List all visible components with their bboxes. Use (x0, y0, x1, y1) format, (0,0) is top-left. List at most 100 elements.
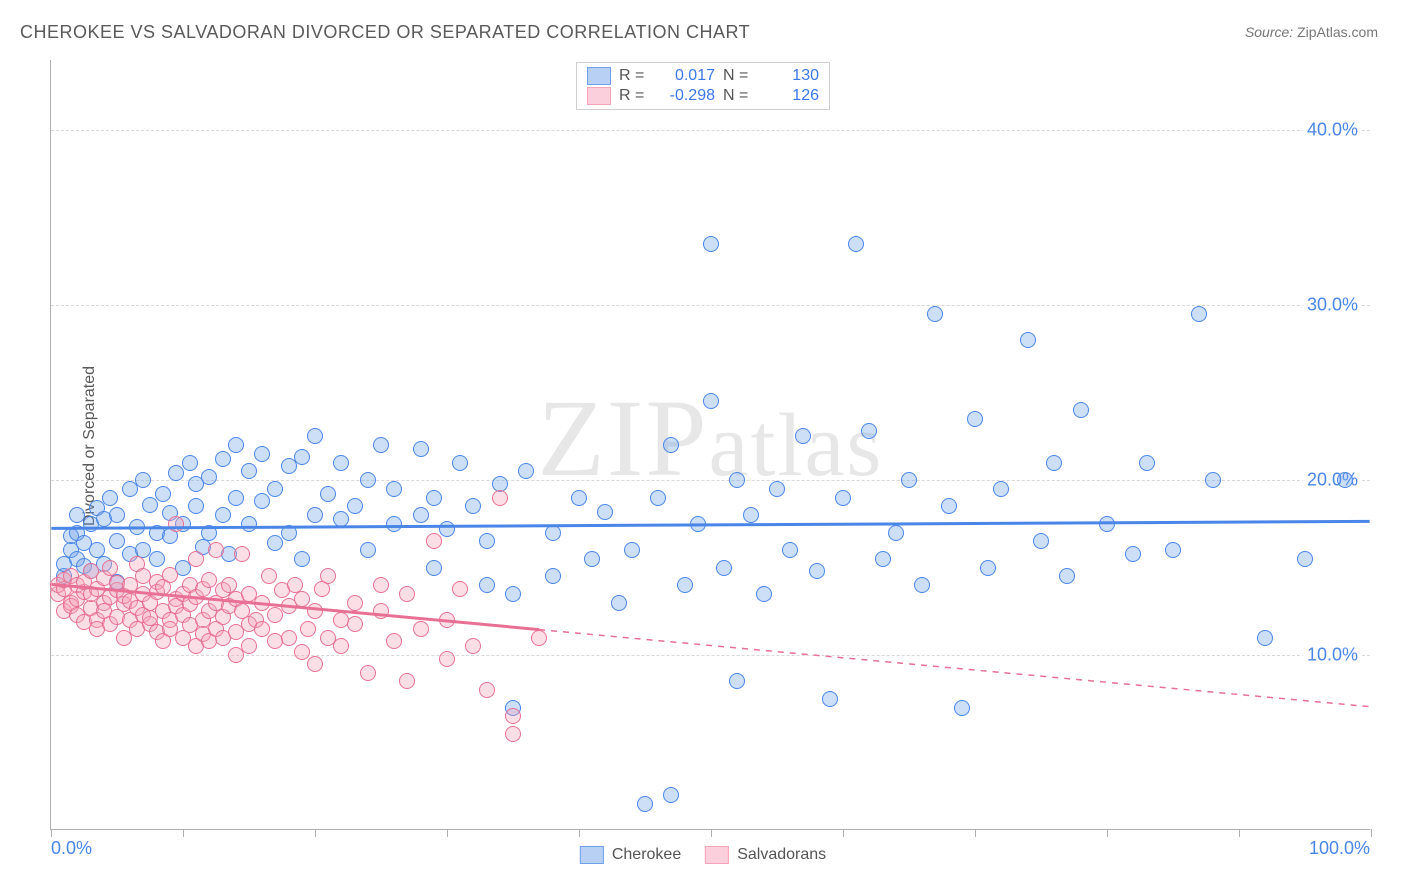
data-point (426, 490, 442, 506)
data-point (129, 519, 145, 535)
gridline-h (51, 305, 1370, 306)
data-point (1059, 568, 1075, 584)
data-point (479, 577, 495, 593)
data-point (215, 451, 231, 467)
data-point (954, 700, 970, 716)
legend-stats-row: R = 0.017 N = 130 (587, 67, 819, 85)
data-point (1165, 542, 1181, 558)
legend-r-value: 0.017 (655, 67, 715, 85)
legend-series-label: Cherokee (612, 846, 681, 864)
chart-container: CHEROKEE VS SALVADORAN DIVORCED OR SEPAR… (0, 0, 1406, 892)
data-point (307, 507, 323, 523)
data-point (413, 507, 429, 523)
data-point (320, 486, 336, 502)
data-point (281, 630, 297, 646)
data-point (452, 455, 468, 471)
data-point (426, 560, 442, 576)
data-point (102, 490, 118, 506)
data-point (888, 525, 904, 541)
data-point (1033, 533, 1049, 549)
data-point (386, 516, 402, 532)
data-point (663, 437, 679, 453)
legend-r-label: R = (619, 87, 647, 105)
data-point (584, 551, 600, 567)
data-point (208, 542, 224, 558)
data-point (102, 560, 118, 576)
data-point (228, 437, 244, 453)
x-tick (1107, 829, 1108, 837)
data-point (201, 469, 217, 485)
data-point (300, 621, 316, 637)
data-point (373, 437, 389, 453)
data-point (307, 428, 323, 444)
x-tick (579, 829, 580, 837)
data-point (914, 577, 930, 593)
gridline-h (51, 130, 1370, 131)
data-point (901, 472, 917, 488)
trend-lines (51, 60, 1370, 829)
source-label: Source: (1245, 24, 1293, 40)
data-point (294, 644, 310, 660)
chart-title: CHEROKEE VS SALVADORAN DIVORCED OR SEPAR… (20, 22, 750, 43)
gridline-h (51, 480, 1370, 481)
data-point (769, 481, 785, 497)
data-point (399, 673, 415, 689)
data-point (1073, 402, 1089, 418)
data-point (347, 498, 363, 514)
data-point (782, 542, 798, 558)
x-tick (51, 829, 52, 837)
data-point (505, 726, 521, 742)
data-point (571, 490, 587, 506)
y-gridline-label: 30.0% (1303, 295, 1362, 316)
data-point (624, 542, 640, 558)
data-point (188, 498, 204, 514)
data-point (875, 551, 891, 567)
data-point (228, 490, 244, 506)
data-point (307, 603, 323, 619)
data-point (320, 568, 336, 584)
data-point (294, 449, 310, 465)
data-point (241, 638, 257, 654)
x-tick (975, 829, 976, 837)
data-point (439, 651, 455, 667)
legend-swatch (580, 846, 604, 864)
data-point (294, 551, 310, 567)
data-point (848, 236, 864, 252)
data-point (135, 472, 151, 488)
legend-n-label: N = (723, 87, 751, 105)
legend-series: Cherokee Salvadorans (572, 846, 834, 864)
data-point (703, 393, 719, 409)
data-point (1337, 472, 1353, 488)
data-point (267, 535, 283, 551)
data-point (637, 796, 653, 812)
data-point (505, 586, 521, 602)
data-point (373, 603, 389, 619)
data-point (413, 441, 429, 457)
legend-n-value: 130 (759, 67, 819, 85)
data-point (1099, 516, 1115, 532)
y-gridline-label: 40.0% (1303, 120, 1362, 141)
data-point (479, 682, 495, 698)
x-tick (315, 829, 316, 837)
y-gridline-label: 10.0% (1303, 645, 1362, 666)
legend-series-item: Salvadorans (705, 846, 826, 864)
legend-r-label: R = (619, 67, 647, 85)
data-point (168, 465, 184, 481)
data-point (663, 787, 679, 803)
data-point (545, 525, 561, 541)
data-point (386, 481, 402, 497)
data-point (967, 411, 983, 427)
data-point (1297, 551, 1313, 567)
data-point (597, 504, 613, 520)
data-point (716, 560, 732, 576)
data-point (611, 595, 627, 611)
data-point (703, 236, 719, 252)
data-point (373, 577, 389, 593)
data-point (333, 455, 349, 471)
data-point (188, 551, 204, 567)
legend-swatch (587, 87, 611, 105)
data-point (307, 656, 323, 672)
data-point (254, 493, 270, 509)
data-point (215, 507, 231, 523)
data-point (1139, 455, 1155, 471)
